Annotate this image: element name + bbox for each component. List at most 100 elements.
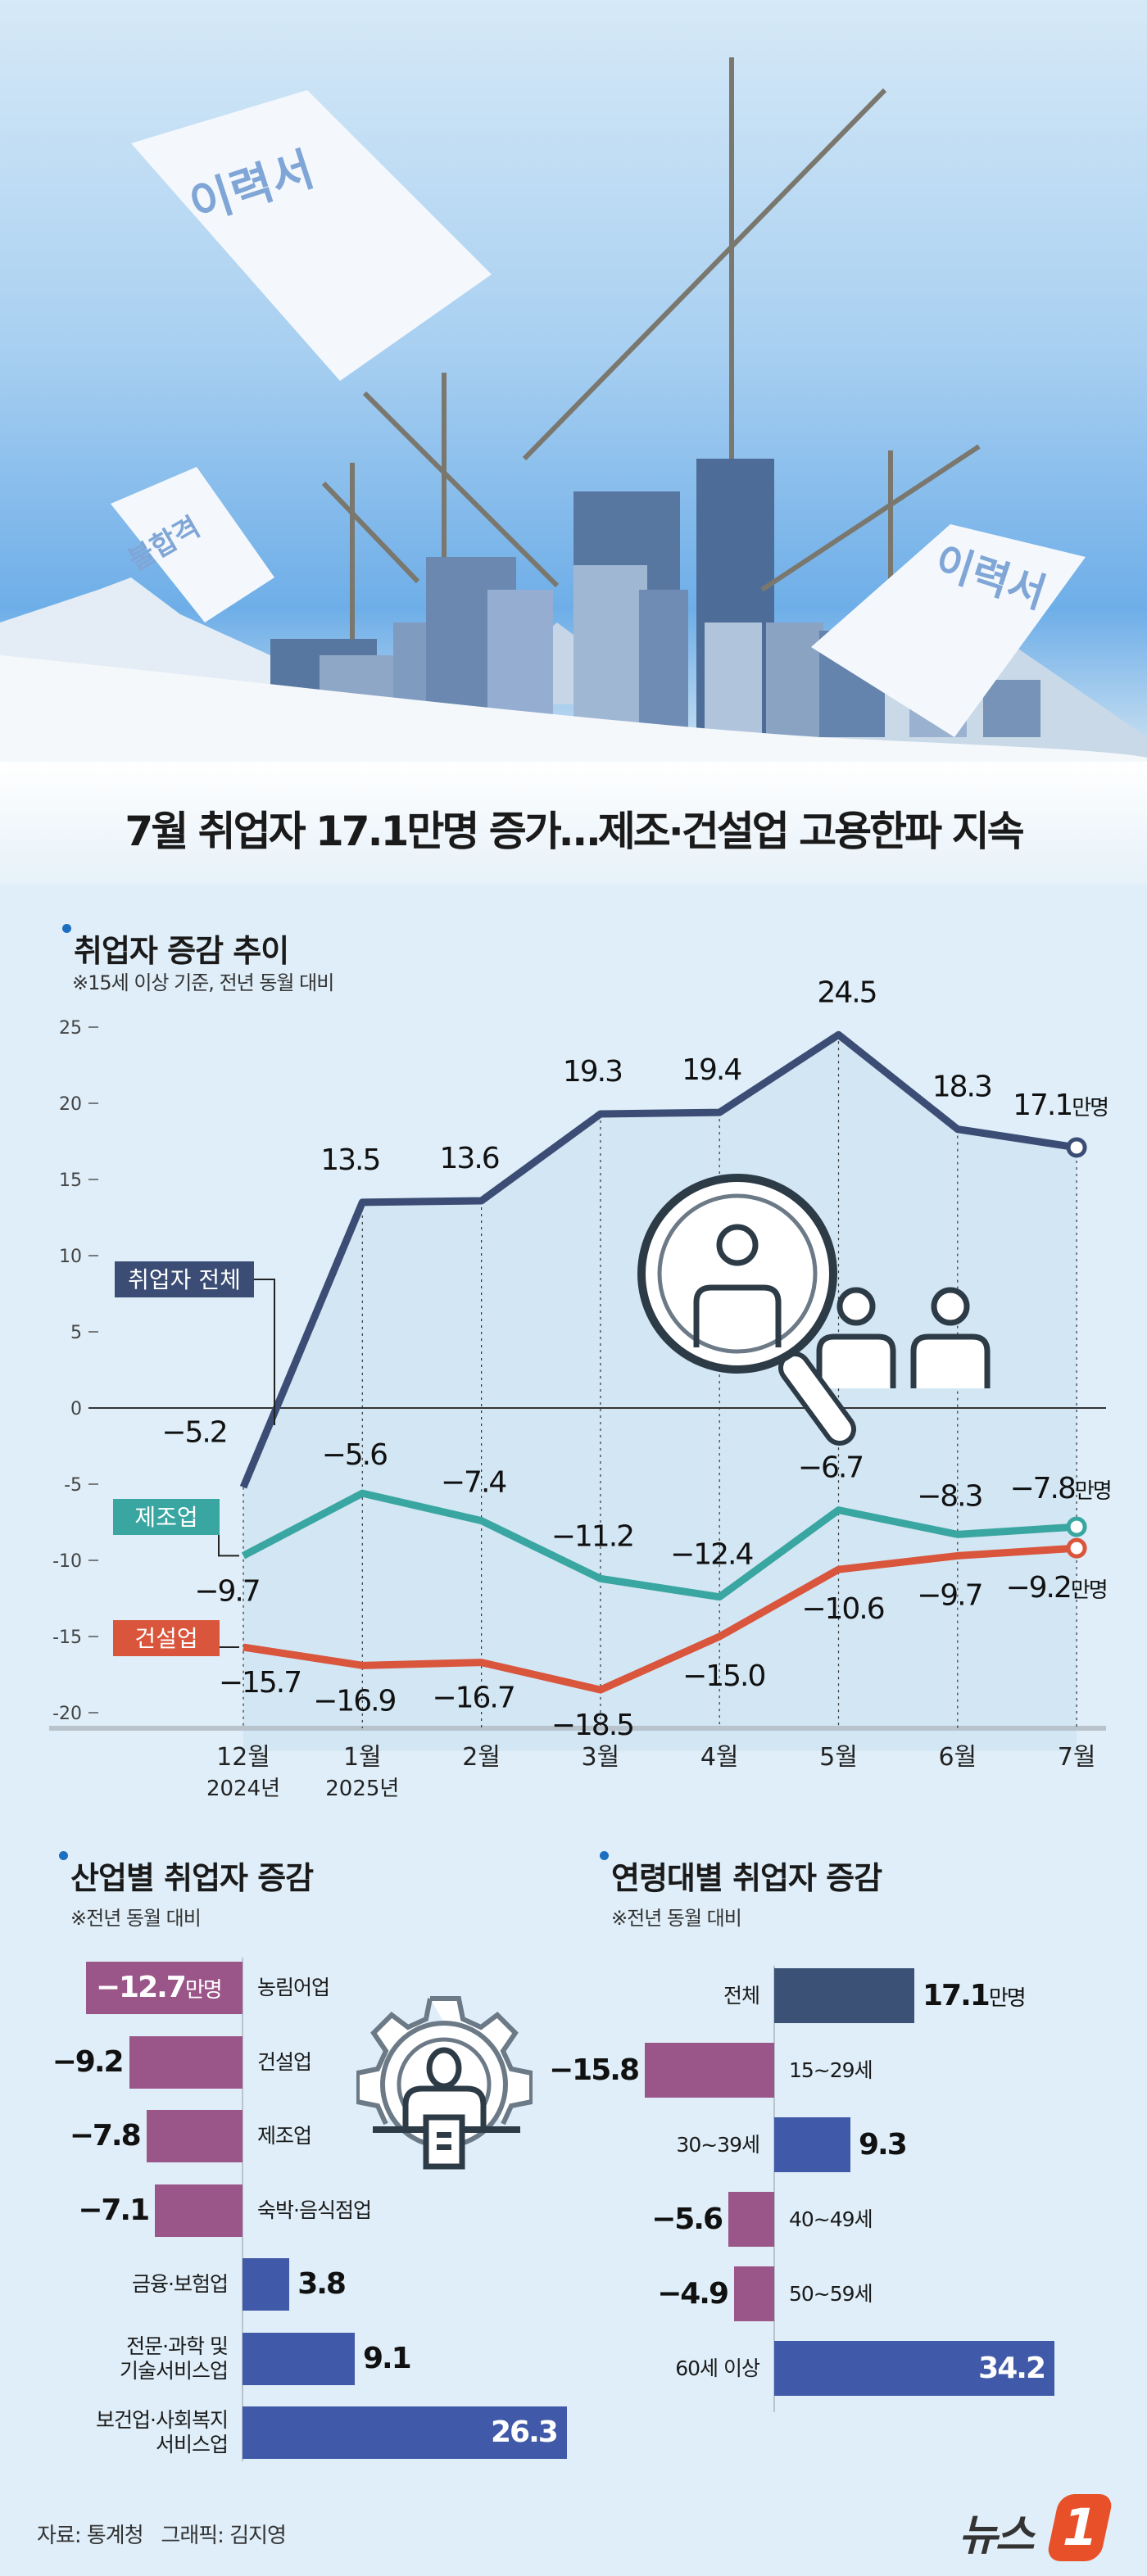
y-tick-label: 5 xyxy=(70,1323,82,1343)
person-head xyxy=(716,1224,759,1266)
bar xyxy=(85,1962,243,2014)
y-tick-label: 20 xyxy=(59,1094,82,1115)
bar xyxy=(774,1968,914,2023)
data-label: −5.2 xyxy=(161,1416,226,1450)
data-label: −16.7 xyxy=(432,1682,514,1715)
bar xyxy=(243,2332,355,2385)
category-label-line: 농림어업 xyxy=(257,1976,330,1999)
graphic-credit: 그래픽: 김지영 xyxy=(161,2524,287,2548)
y-tick-label: 15 xyxy=(59,1170,82,1191)
bar xyxy=(155,2184,243,2237)
person-head xyxy=(836,1287,876,1326)
category-label: 숙박·음식점업 xyxy=(257,2198,372,2223)
category-label: 농림어업 xyxy=(257,1976,330,2000)
data-label: −12.4 xyxy=(670,1538,752,1572)
series-legend-manufacturing xyxy=(113,1499,220,1535)
category-label: 건설업 xyxy=(257,2049,312,2075)
legend-connector xyxy=(218,1516,239,1557)
person-body xyxy=(693,1284,782,1347)
bar-value-label: −9.2 xyxy=(52,2044,125,2079)
bar-value-label: −5.6 xyxy=(651,2202,723,2236)
x-tick-label: 12월 xyxy=(216,1743,270,1772)
category-label: 보건업·사회복지 서비스업 xyxy=(96,2408,229,2457)
y-tick-label: 10 xyxy=(59,1247,82,1267)
resume-paper: 이력서 xyxy=(811,524,1086,737)
y-tick-label: -10 xyxy=(52,1551,82,1572)
unit-label: 만명 xyxy=(988,1985,1027,2011)
series-line-2 xyxy=(243,1544,1077,1694)
data-label: −8.3 xyxy=(917,1479,982,1513)
bar xyxy=(146,2110,243,2162)
category-label-line: 숙박·음식점업 xyxy=(257,2198,372,2222)
source-text: 자료: 통계청 xyxy=(37,2524,144,2548)
area-fill xyxy=(243,1034,1077,1751)
bar-value-label: 34.2 xyxy=(978,2351,1046,2385)
legend-label: 제조업 xyxy=(134,1504,197,1531)
age-section-title: 연령대별 취업자 증감 xyxy=(599,1851,882,1898)
data-label: 17.1만명 xyxy=(1013,1089,1108,1122)
category-label-line: 전문·과학 및 xyxy=(126,2334,229,2358)
unit-label: 만명 xyxy=(1072,1096,1108,1120)
data-label: −9.7 xyxy=(917,1578,982,1612)
bar-value-label: −7.8 xyxy=(69,2119,142,2153)
category-label: 50~59세 xyxy=(789,2282,873,2307)
category-label: 제조업 xyxy=(257,2124,312,2148)
magnifier-lens xyxy=(637,1174,837,1374)
hero-scene: 이력서 이력서 불합격 xyxy=(0,57,1147,762)
data-label: −15.0 xyxy=(682,1659,764,1693)
legend-connector xyxy=(218,1637,239,1649)
y-tick-label: 25 xyxy=(59,1018,82,1039)
bar xyxy=(728,2192,774,2247)
category-label: 금융·보험업 xyxy=(132,2272,229,2297)
y-tick-label: -20 xyxy=(52,1704,82,1724)
category-label: 40~49세 xyxy=(789,2207,873,2232)
series-line-0 xyxy=(239,1030,1077,1489)
legend-connector xyxy=(254,1279,275,1425)
data-label: −9.7 xyxy=(194,1574,259,1608)
category-label: 전문·과학 및 기술서비스업 xyxy=(120,2334,229,2384)
title-band xyxy=(0,762,1147,885)
y-tick-label: -5 xyxy=(64,1475,82,1496)
category-label-line: 30~39세 xyxy=(676,2132,760,2157)
x-tick-label: 3월 xyxy=(582,1743,620,1772)
zero-axis xyxy=(242,1958,243,2461)
x-tick-label: 6월 xyxy=(938,1743,977,1772)
data-label: −6.7 xyxy=(798,1451,863,1485)
footer-credits: 자료: 통계청 그래픽: 김지영 xyxy=(37,2519,287,2549)
bar xyxy=(645,2043,774,2098)
data-label: −9.2만명 xyxy=(1005,1571,1106,1605)
data-label: −18.5 xyxy=(551,1709,633,1742)
category-label: 30~39세 xyxy=(676,2132,760,2157)
category-label: 15~29세 xyxy=(789,2058,873,2083)
data-label: −15.7 xyxy=(219,1666,301,1700)
year-label: 2024년 xyxy=(206,1777,280,1801)
bar xyxy=(774,2341,1054,2396)
bar xyxy=(129,2035,243,2089)
person-head xyxy=(931,1287,970,1326)
category-label-line: 건설업 xyxy=(257,2049,312,2074)
person-body xyxy=(910,1333,991,1388)
bar-value-label: −4.9 xyxy=(657,2276,729,2311)
industry-section-title: 산업별 취업자 증감 xyxy=(58,1851,314,1898)
line-section-title: 취업자 증감 추이 xyxy=(61,924,289,971)
cranes xyxy=(321,57,981,639)
person-body xyxy=(816,1333,896,1388)
data-label: 19.4 xyxy=(682,1053,741,1087)
unit-label: 만명 xyxy=(184,1978,223,2003)
end-point-marker xyxy=(1066,1137,1087,1158)
x-tick-label: 2월 xyxy=(462,1743,501,1772)
data-label: 13.5 xyxy=(320,1143,379,1177)
hero-illustration: 이력서 이력서 불합격 xyxy=(0,0,1147,762)
x-tick-label: 1월 xyxy=(343,1743,382,1772)
news1-logo: 뉴스 1 xyxy=(959,2494,1118,2564)
y-tick-label: 0 xyxy=(70,1399,82,1419)
bar-value-label: 26.3 xyxy=(491,2415,559,2449)
x-tick-label: 5월 xyxy=(819,1743,858,1772)
unit-label: 만명 xyxy=(1071,1578,1107,1603)
series-legend-construction xyxy=(113,1620,220,1656)
category-label: 60세 이상 xyxy=(675,2356,760,2381)
category-label: 전체 xyxy=(723,1984,760,2008)
category-label-line: 50~59세 xyxy=(789,2281,873,2306)
line-section-note: ※15세 이상 기준, 전년 동월 대비 xyxy=(72,971,334,994)
employment-trend-chart: 25 20 15 10 5 0 -5 -10 -15 -20 12월 1월 2월 3월 4월 5월 6월 7월 20… xyxy=(49,976,1113,1801)
